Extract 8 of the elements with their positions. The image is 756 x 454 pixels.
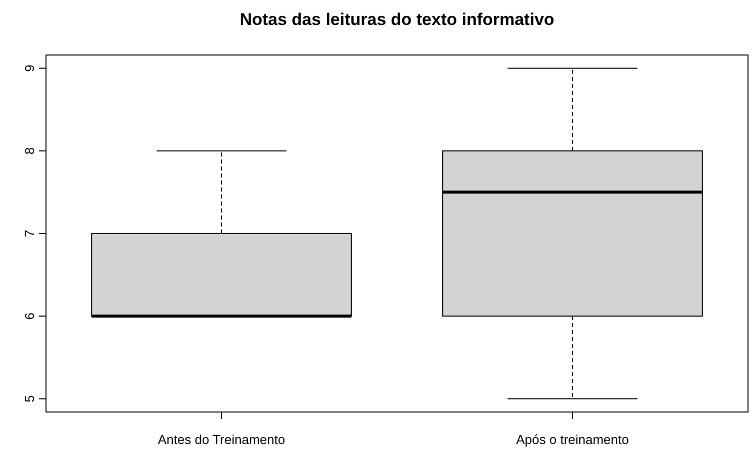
y-tick-label: 6 xyxy=(22,312,37,320)
y-tick-label: 5 xyxy=(22,395,37,402)
y-tick-label: 9 xyxy=(22,64,37,72)
y-tick-label: 7 xyxy=(22,230,37,238)
x-tick-label: Antes do Treinamento xyxy=(158,432,286,447)
y-tick-label: 8 xyxy=(22,147,37,154)
x-tick-label: Após o treinamento xyxy=(516,432,629,447)
chart-title: Notas das leituras do texto informativo xyxy=(240,10,554,29)
